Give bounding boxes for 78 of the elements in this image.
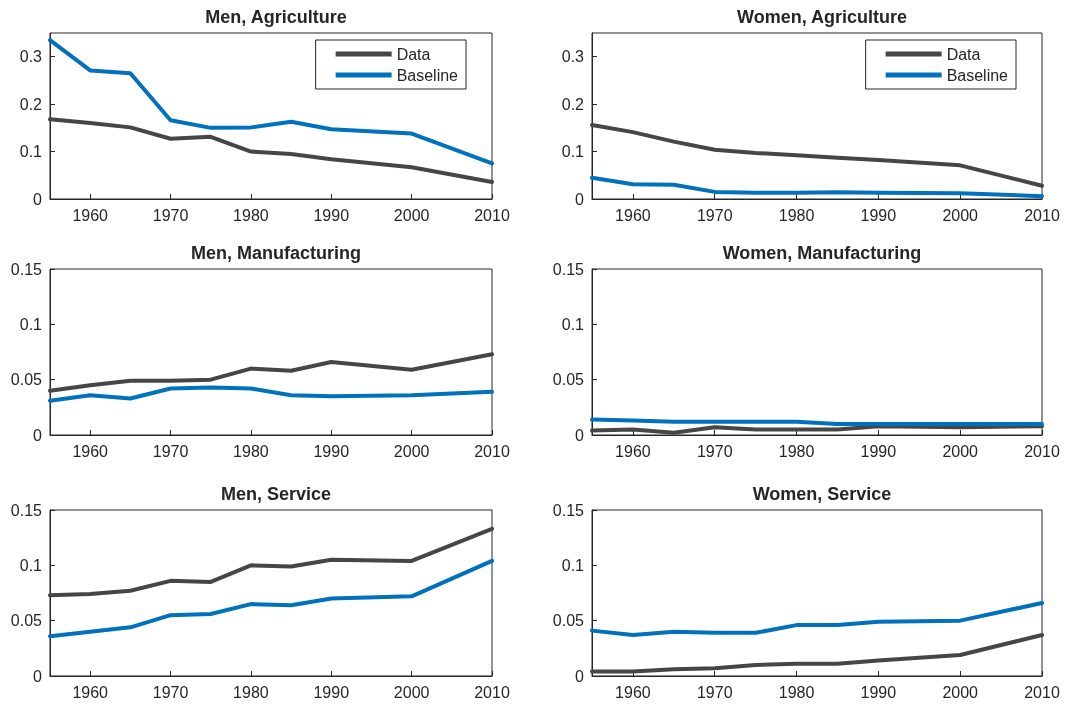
y-tick-label: 0.1 xyxy=(561,143,585,161)
legend-label: Data xyxy=(396,45,431,63)
y-tick-label: 0 xyxy=(575,426,585,444)
y-tick-label: 0.1 xyxy=(19,143,43,161)
legend-label: Baseline xyxy=(946,66,1009,84)
y-tick-label: 0.2 xyxy=(19,95,43,113)
x-tick-label: 2000 xyxy=(393,683,430,701)
x-tick-label: 1980 xyxy=(778,442,815,460)
x-tick-label: 2010 xyxy=(474,206,510,224)
line-series xyxy=(48,38,494,166)
x-tick-label: 1990 xyxy=(313,442,350,460)
x-tick-label: 1980 xyxy=(233,206,269,224)
line-series xyxy=(48,352,494,393)
y-tick-label: 0.3 xyxy=(19,48,43,66)
x-tick-label: 1970 xyxy=(152,206,189,224)
y-tick-label: 0.05 xyxy=(552,371,585,389)
x-tick-label: 2000 xyxy=(393,442,430,460)
y-tick-label: 0.3 xyxy=(561,48,585,66)
x-tick-label: 1960 xyxy=(72,442,109,460)
x-tick-label: 1970 xyxy=(696,442,733,460)
y-tick-label: 0.1 xyxy=(561,556,585,574)
x-tick-label: 2000 xyxy=(393,206,430,224)
x-tick-label: 1990 xyxy=(860,683,897,701)
x-tick-label: 1980 xyxy=(233,442,269,460)
x-tick-label: 1960 xyxy=(615,442,651,460)
line-series xyxy=(48,526,494,598)
x-tick-label: 1960 xyxy=(72,683,109,701)
chart-title: Men, Service xyxy=(220,484,332,504)
x-tick-label: 1960 xyxy=(615,683,651,701)
y-tick-label: 0.1 xyxy=(19,315,43,333)
y-tick-label: 0 xyxy=(33,190,43,208)
chart-title: Women, Service xyxy=(752,484,892,504)
y-tick-label: 0.05 xyxy=(10,612,43,630)
y-tick-label: 0 xyxy=(33,667,43,685)
y-tick-label: 0 xyxy=(33,426,43,444)
y-tick-label: 0 xyxy=(575,667,585,685)
chart-title: Men, Manufacturing xyxy=(191,243,361,263)
x-tick-label: 1990 xyxy=(860,442,897,460)
y-tick-label: 0.15 xyxy=(10,501,43,519)
x-tick-label: 2010 xyxy=(474,683,510,701)
line-series xyxy=(590,123,1044,188)
x-tick-label: 1990 xyxy=(313,206,350,224)
x-tick-label: 1980 xyxy=(778,683,815,701)
y-tick-label: 0.05 xyxy=(552,612,585,630)
y-tick-label: 0.1 xyxy=(561,315,585,333)
x-tick-label: 1970 xyxy=(152,683,189,701)
x-tick-label: 1980 xyxy=(778,206,815,224)
chart-title: Women, Manufacturing xyxy=(722,243,922,263)
x-tick-label: 1970 xyxy=(152,442,189,460)
y-tick-label: 0.15 xyxy=(552,501,585,519)
line-series xyxy=(590,600,1044,638)
y-tick-label: 0.1 xyxy=(19,556,43,574)
x-tick-label: 2000 xyxy=(942,442,979,460)
x-tick-label: 2000 xyxy=(942,206,979,224)
line-series xyxy=(48,558,494,639)
y-tick-label: 0 xyxy=(575,190,585,208)
x-tick-label: 1990 xyxy=(313,683,350,701)
y-tick-label: 0.2 xyxy=(561,95,585,113)
legend-label: Baseline xyxy=(396,66,459,84)
y-tick-label: 0.15 xyxy=(10,260,43,278)
x-tick-label: 2000 xyxy=(942,683,979,701)
x-tick-label: 1970 xyxy=(696,683,733,701)
x-tick-label: 2010 xyxy=(1024,206,1060,224)
chart-title: Women, Agriculture xyxy=(736,7,908,27)
x-tick-label: 2010 xyxy=(1024,683,1060,701)
x-tick-label: 2010 xyxy=(474,442,510,460)
x-tick-label: 2010 xyxy=(1024,442,1060,460)
x-tick-label: 1980 xyxy=(233,683,269,701)
line-series xyxy=(48,117,494,184)
legend-label: Data xyxy=(946,45,981,63)
x-tick-label: 1960 xyxy=(72,206,109,224)
y-tick-label: 0.05 xyxy=(10,371,43,389)
x-tick-label: 1970 xyxy=(696,206,733,224)
line-series xyxy=(48,385,494,403)
y-tick-label: 0.15 xyxy=(552,260,585,278)
chart-title: Men, Agriculture xyxy=(205,7,347,27)
x-tick-label: 1990 xyxy=(860,206,897,224)
x-tick-label: 1960 xyxy=(615,206,651,224)
